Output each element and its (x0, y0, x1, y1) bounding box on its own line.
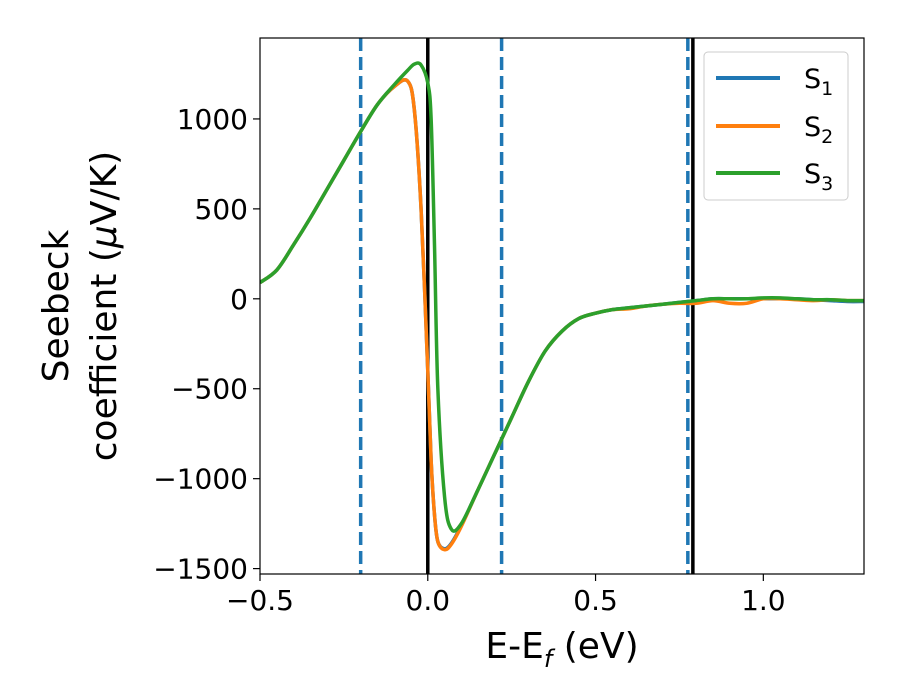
legend: S1 S2 S3 (703, 51, 849, 201)
y-axis-ticks: −1500 −1000 −500 0 500 1000 (153, 103, 260, 586)
vertical-reference-lines (358, 38, 695, 574)
y-tick-label: 0 (230, 283, 248, 316)
legend-label-s1: S1 (804, 64, 833, 100)
y-tick-label: 500 (195, 193, 248, 226)
plot-frame (259, 37, 865, 575)
x-tick-label: 0.5 (573, 584, 618, 617)
legend-label-s2: S2 (804, 112, 833, 148)
y-tick-label: 1000 (177, 103, 248, 136)
x-axis-ticks: −0.5 0.0 0.5 1.0 (226, 574, 786, 617)
x-tick-label: 1.0 (741, 584, 786, 617)
x-tick-label: −0.5 (226, 584, 294, 617)
y-axis-label-line2: coefficient (μV/K) (84, 151, 125, 461)
series-line-s3 (260, 61, 864, 533)
y-tick-label: −1000 (153, 463, 248, 496)
series-lines (260, 61, 864, 552)
y-tick-label: −500 (171, 373, 248, 406)
y-axis-label-line1: Seebeck (36, 229, 77, 382)
y-axis-label: Seebeck coefficient (μV/K) (36, 151, 125, 461)
x-axis-label: E-Ef (eV) (485, 626, 638, 673)
x-tick-label: 0.0 (406, 584, 451, 617)
legend-label-s3: S3 (804, 159, 833, 195)
y-tick-label: −1500 (153, 553, 248, 586)
